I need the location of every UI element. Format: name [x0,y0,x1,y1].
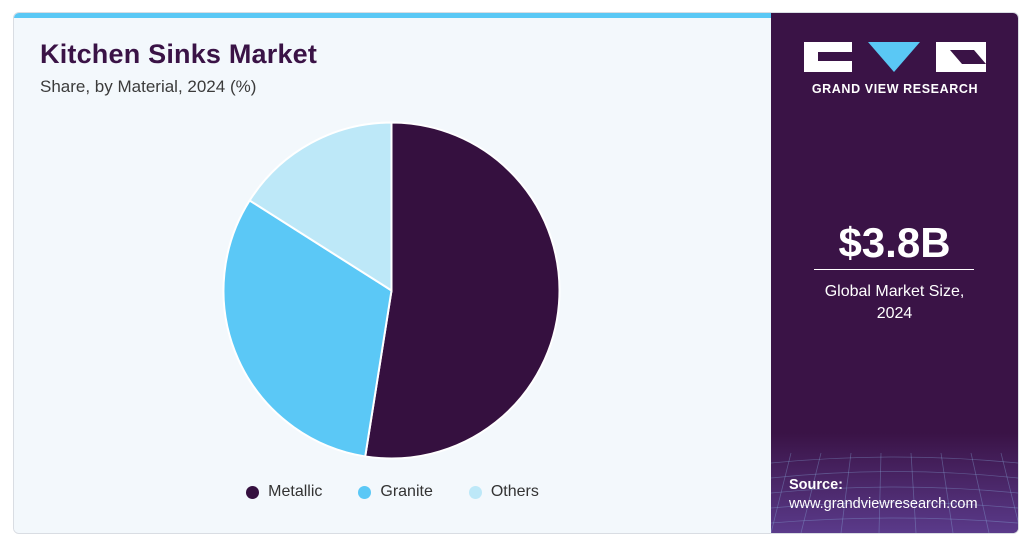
brand-logo-icon [804,42,986,72]
legend-item-metallic: Metallic [246,483,322,501]
legend-swatch-metallic [246,485,260,499]
accent-bar [14,13,771,18]
chart-subtitle: Share, by Material, 2024 (%) [40,77,257,96]
chart-legend: Metallic Granite Others [14,483,771,501]
summary-panel: GRAND VIEW RESEARCH $3.8B Global Market … [771,13,1018,533]
market-size-label: Global Market Size, 2024 [771,281,1018,325]
pie-slice-others [248,121,393,293]
legend-swatch-others [468,485,482,499]
market-size-value: $3.8B [838,219,951,266]
pie-chart [222,121,561,460]
pie-slice-metallic [364,121,561,460]
legend-item-others: Others [468,483,539,501]
legend-label-metallic: Metallic [268,483,323,500]
chart-title: Kitchen Sinks Market [40,39,318,69]
decorative-grid [771,433,1018,533]
infographic-card: Kitchen Sinks Market Share, by Material,… [13,12,1019,534]
source-note: Source: www.grandviewresearch.com [789,476,978,514]
legend-label-others: Others [490,483,539,500]
divider [814,269,974,270]
market-size-label-line2: 2024 [876,305,913,322]
market-size-label-line1: Global Market Size, [824,283,965,300]
brand-name: GRAND VIEW RESEARCH [811,82,979,96]
brand-logo: GRAND VIEW RESEARCH [804,42,986,96]
source-label: Source: [789,477,843,493]
legend-swatch-granite [358,485,372,499]
source-link[interactable]: www.grandviewresearch.com [789,496,978,512]
legend-item-granite: Granite [358,483,433,501]
chart-panel: Kitchen Sinks Market Share, by Material,… [14,13,771,533]
legend-label-granite: Granite [380,483,433,500]
